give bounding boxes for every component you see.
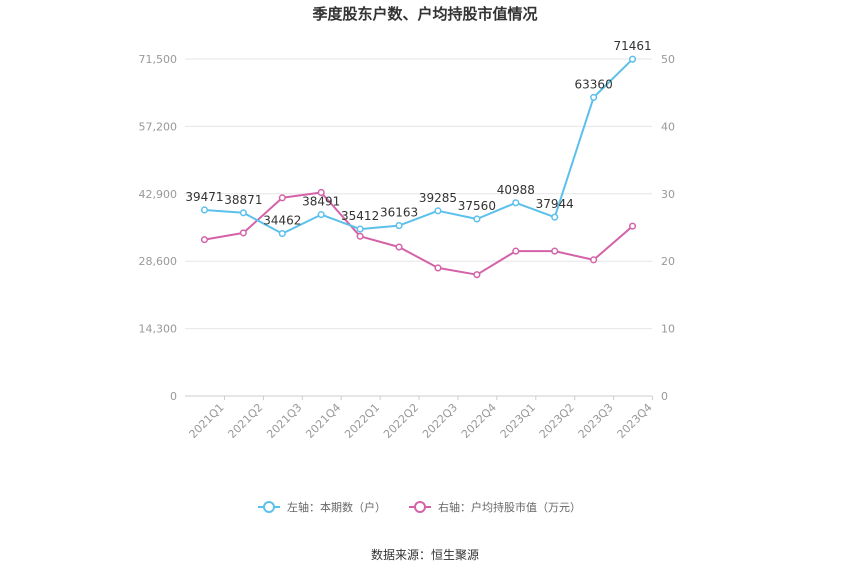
data-point-right xyxy=(317,188,325,197)
left-axis-tick-label: 0 xyxy=(170,390,177,403)
right-axis-tick-label: 10 xyxy=(661,323,675,336)
legend-item-right-series[interactable]: 右轴：户均持股市值（万元） xyxy=(409,500,581,514)
left-axis-tick-label: 42,900 xyxy=(139,188,178,201)
data-label: 37560 xyxy=(458,199,496,213)
data-label: 34462 xyxy=(263,214,301,228)
data-point-right xyxy=(356,232,364,240)
data-label: 40988 xyxy=(497,183,535,197)
x-axis-tick-label: 2023Q2 xyxy=(537,401,577,441)
x-axis-tick-label: 2022Q2 xyxy=(381,401,421,441)
x-axis-tick-label: 2022Q4 xyxy=(459,401,499,441)
grid xyxy=(185,58,652,397)
data-point-left xyxy=(512,199,520,207)
source-note: 数据来源：恒生聚源 xyxy=(371,547,479,562)
left-axis-tick-label: 14,300 xyxy=(139,323,178,336)
legend-item-left-series[interactable]: 左轴：本期数（户） xyxy=(258,500,386,514)
x-axis-tick-label: 2023Q4 xyxy=(615,401,655,441)
data-label: 36163 xyxy=(380,206,418,220)
data-point-right xyxy=(395,243,403,251)
x-axis-tick-label: 2021Q3 xyxy=(264,401,304,441)
left-axis: 0 14,300 28,600 42,900 57,200 71,500 xyxy=(139,53,178,403)
legend-right-series-swatch-marker xyxy=(414,501,426,513)
chart-title: 季度股东户数、户均持股市值情况 xyxy=(312,5,537,23)
data-label: 37944 xyxy=(536,197,574,211)
series-line-right xyxy=(204,191,634,276)
data-point-right xyxy=(590,256,598,264)
data-label: 71461 xyxy=(613,39,651,53)
data-label: 38491 xyxy=(302,195,340,209)
data-point-right xyxy=(278,194,286,202)
x-axis-tick-label: 2021Q1 xyxy=(187,401,227,441)
data-label: 38871 xyxy=(224,193,262,207)
legend-left-series-label: 左轴：本期数（户） xyxy=(287,500,386,514)
left-axis-tick-label: 57,200 xyxy=(139,120,178,133)
data-point-left xyxy=(278,230,286,238)
data-point-left xyxy=(356,225,364,233)
data-point-right xyxy=(239,229,247,237)
legend-left-series-swatch-marker xyxy=(263,501,275,513)
data-point-right xyxy=(512,247,520,255)
left-axis-tick-label: 28,600 xyxy=(139,255,178,268)
right-axis-tick-label: 40 xyxy=(661,120,675,133)
data-point-right xyxy=(200,236,209,244)
x-axis: 2021Q12021Q22021Q32021Q42022Q12022Q22022… xyxy=(187,396,655,441)
data-point-left xyxy=(239,209,247,217)
data-point-right xyxy=(628,222,637,230)
data-point-right xyxy=(551,247,559,255)
data-point-left xyxy=(628,55,637,63)
data-label: 39471 xyxy=(185,190,223,204)
x-axis-tick-label: 2023Q3 xyxy=(576,401,616,441)
data-point-right xyxy=(434,264,442,272)
data-label: 63360 xyxy=(575,77,613,91)
right-axis-tick-label: 0 xyxy=(661,390,668,403)
legend-right-series-label: 右轴：户均持股市值（万元） xyxy=(438,500,581,514)
x-axis-tick-label: 2022Q1 xyxy=(342,401,382,441)
data-label: 39285 xyxy=(419,191,457,205)
x-axis-tick-label: 2022Q3 xyxy=(420,401,460,441)
left-axis-tick-label: 71,500 xyxy=(139,53,178,66)
data-point-left xyxy=(317,211,325,219)
right-axis-tick-label: 20 xyxy=(661,255,675,268)
x-axis-tick-label: 2021Q4 xyxy=(303,401,343,441)
right-axis-tick-label: 30 xyxy=(661,188,675,201)
data-point-left xyxy=(590,93,598,101)
x-axis-tick-label: 2021Q2 xyxy=(225,401,265,441)
data-point-left xyxy=(551,213,559,221)
data-label: 35412 xyxy=(341,209,379,223)
data-point-left xyxy=(200,206,209,214)
x-axis-tick-label: 2023Q1 xyxy=(498,401,538,441)
data-point-left xyxy=(395,222,403,230)
right-axis-tick-label: 50 xyxy=(661,53,675,66)
right-axis: 0 10 20 30 40 50 xyxy=(661,53,675,403)
legend: 左轴：本期数（户） 右轴：户均持股市值（万元） xyxy=(258,500,581,514)
series-line-left xyxy=(204,58,634,235)
data-point-right xyxy=(473,271,481,279)
data-point-left xyxy=(473,215,481,223)
data-point-left xyxy=(434,207,442,215)
